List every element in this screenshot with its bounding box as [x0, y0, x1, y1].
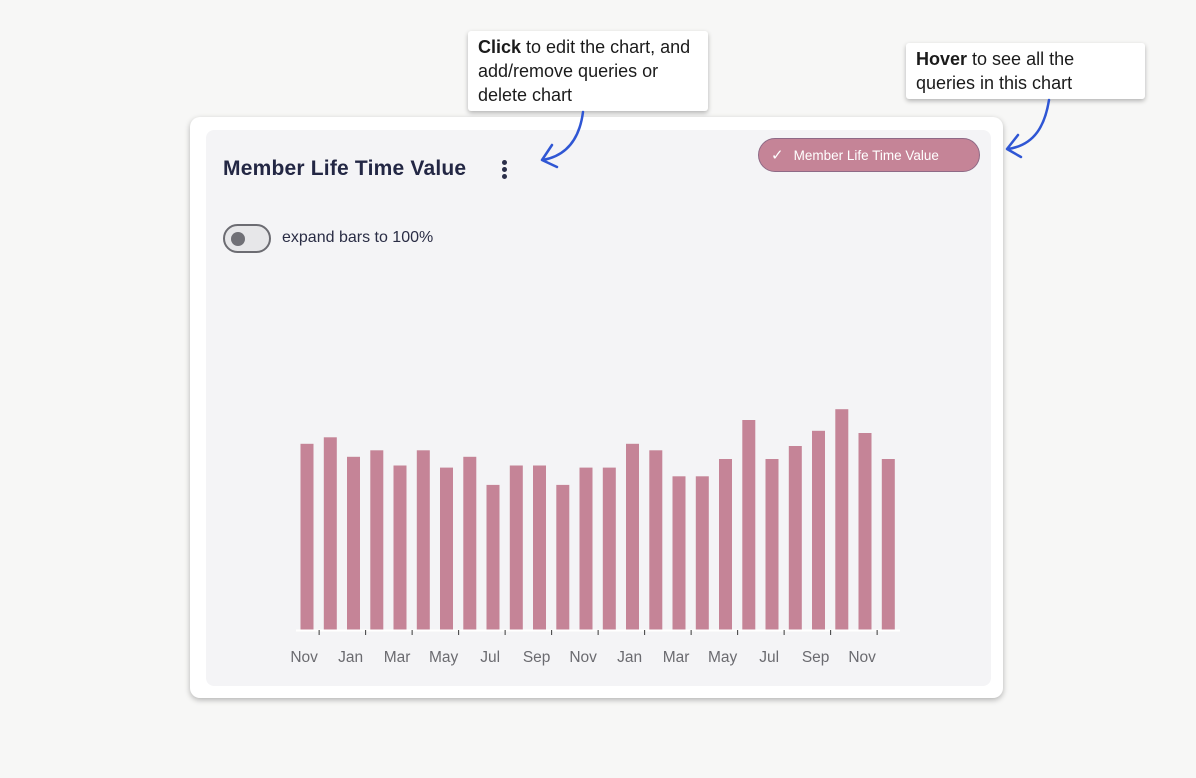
chart-bar[interactable] [858, 433, 872, 630]
x-tick-label: Jul [759, 649, 779, 666]
chart-bar[interactable] [509, 465, 523, 631]
chart-bar[interactable] [579, 467, 593, 630]
chart-bar[interactable] [416, 450, 430, 630]
toggle-knob [231, 232, 245, 246]
callout-hover-bold: Hover [916, 49, 968, 69]
hover-queries-callout: Hover to see all the queries in this cha… [906, 43, 1145, 99]
chart-bar[interactable] [695, 476, 709, 630]
chart-bar[interactable] [533, 465, 546, 631]
chart-bar[interactable] [602, 467, 616, 630]
chart-bar[interactable] [463, 456, 477, 630]
x-tick-label: Jan [338, 649, 363, 666]
x-tick-label: Nov [848, 649, 876, 666]
chart-bar[interactable] [719, 459, 732, 630]
chart-bar[interactable] [556, 484, 570, 630]
callout-click-bold: Click [478, 37, 522, 57]
chart-bar[interactable] [788, 446, 802, 630]
x-tick-label: Mar [663, 649, 690, 666]
chart-bar[interactable] [672, 476, 686, 630]
x-tick-label: May [429, 649, 459, 666]
expand-bars-toggle[interactable] [223, 224, 271, 253]
chart-menu-icon[interactable] [496, 158, 512, 182]
chart-bar[interactable] [742, 420, 756, 630]
chart-bar[interactable] [370, 450, 384, 630]
chart-title: Member Life Time Value [223, 157, 467, 180]
chart-bar[interactable] [881, 459, 895, 630]
callout-click-text: to edit the chart, and add/remove querie… [478, 37, 691, 105]
chart-bar[interactable] [765, 459, 779, 630]
expand-bars-label: expand bars to 100% [282, 229, 434, 246]
chart-bar[interactable] [626, 443, 639, 630]
chart-bar[interactable] [347, 456, 360, 630]
x-tick-label: Jan [617, 649, 642, 666]
x-tick-label: Nov [569, 649, 597, 666]
chart-bar[interactable] [300, 443, 314, 630]
x-tick-label: Sep [523, 649, 551, 666]
chart-bar[interactable] [835, 409, 849, 630]
query-pill-label: Member Life Time Value [793, 147, 939, 163]
chart-bar[interactable] [440, 467, 453, 630]
x-tick-label: Nov [290, 649, 318, 666]
x-tick-label: Jul [480, 649, 500, 666]
check-icon: ✓ [771, 146, 784, 164]
chart-bar[interactable] [393, 465, 407, 631]
chart-bar[interactable] [649, 450, 663, 630]
x-tick-label: May [708, 649, 738, 666]
chart-bar[interactable] [812, 430, 825, 630]
x-tick-label: Sep [802, 649, 830, 666]
chart-bar[interactable] [323, 437, 337, 630]
edit-chart-callout: Click to edit the chart, and add/remove … [468, 31, 708, 111]
query-pill-button[interactable]: ✓ Member Life Time Value [758, 138, 980, 172]
x-tick-label: Mar [384, 649, 411, 666]
callout-hover-text: to see all the queries in this chart [916, 49, 1075, 93]
chart-bar[interactable] [486, 484, 500, 630]
